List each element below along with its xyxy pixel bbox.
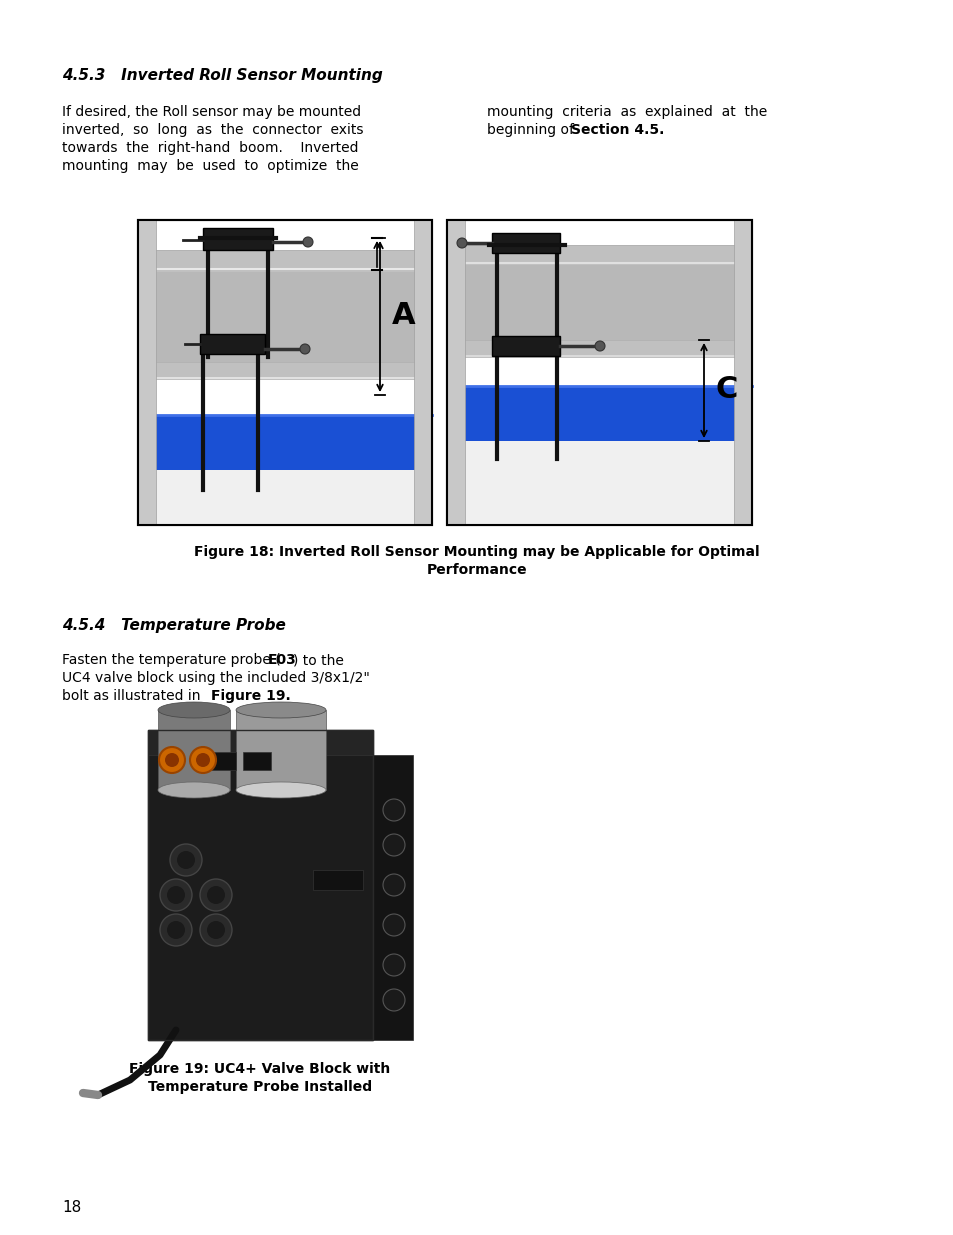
Bar [148, 730, 373, 1040]
Text: C: C [716, 375, 738, 405]
Circle shape [456, 238, 467, 248]
Text: A: A [392, 301, 416, 331]
Circle shape [382, 874, 405, 897]
Bar [148, 730, 373, 1040]
Circle shape [159, 747, 185, 773]
Bar [138, 380, 432, 415]
Bar [414, 220, 432, 525]
Circle shape [299, 345, 310, 354]
Circle shape [195, 753, 210, 767]
Bar [447, 220, 464, 525]
Bar [313, 869, 363, 890]
Ellipse shape [235, 782, 326, 798]
Text: Section 4.5.: Section 4.5. [571, 124, 663, 137]
Text: 4.5.4   Temperature Probe: 4.5.4 Temperature Probe [62, 618, 286, 634]
Circle shape [160, 914, 192, 946]
Circle shape [382, 989, 405, 1011]
Bar [138, 471, 432, 525]
Circle shape [382, 799, 405, 821]
Bar [243, 752, 271, 769]
Bar [373, 755, 413, 1040]
Circle shape [382, 914, 405, 936]
Text: Temperature Probe Installed: Temperature Probe Installed [148, 1079, 372, 1094]
Bar [138, 249, 432, 272]
Text: E03: E03 [268, 653, 296, 667]
Text: mounting  may  be  used  to  optimize  the: mounting may be used to optimize the [62, 159, 358, 173]
Bar [138, 220, 432, 525]
Text: beginning of: beginning of [486, 124, 578, 137]
Ellipse shape [158, 701, 230, 718]
Circle shape [303, 237, 313, 247]
Circle shape [170, 844, 202, 876]
Circle shape [595, 341, 604, 351]
Bar [447, 358, 751, 387]
Bar [447, 220, 751, 525]
Circle shape [165, 753, 179, 767]
Circle shape [200, 879, 232, 911]
Text: ) to the: ) to the [293, 653, 343, 667]
Bar [138, 220, 432, 525]
Bar [447, 387, 751, 441]
Bar [447, 220, 751, 525]
Text: 18: 18 [62, 1200, 81, 1215]
Bar [447, 441, 751, 525]
Ellipse shape [235, 701, 326, 718]
Circle shape [167, 885, 185, 904]
Circle shape [382, 953, 405, 976]
Bar [208, 752, 235, 769]
Text: mounting  criteria  as  explained  at  the: mounting criteria as explained at the [486, 105, 766, 119]
Ellipse shape [158, 782, 230, 798]
Circle shape [207, 885, 225, 904]
Text: towards  the  right-hand  boom.    Inverted: towards the right-hand boom. Inverted [62, 141, 358, 156]
Bar [447, 340, 751, 358]
Circle shape [207, 921, 225, 939]
Text: inverted,  so  long  as  the  connector  exits: inverted, so long as the connector exits [62, 124, 363, 137]
Text: Figure 19: UC4+ Valve Block with: Figure 19: UC4+ Valve Block with [130, 1062, 390, 1076]
Circle shape [160, 879, 192, 911]
Bar [492, 233, 559, 253]
Bar [158, 710, 230, 790]
Bar [148, 730, 373, 755]
Bar [235, 710, 326, 790]
Text: Performance: Performance [426, 563, 527, 577]
Text: UC4 valve block using the included 3/8x1/2": UC4 valve block using the included 3/8x1… [62, 671, 370, 685]
Bar [492, 336, 559, 356]
Bar [200, 333, 265, 354]
Circle shape [200, 914, 232, 946]
Text: If desired, the Roll sensor may be mounted: If desired, the Roll sensor may be mount… [62, 105, 361, 119]
Bar [138, 220, 156, 525]
Text: Figure 18: Inverted Roll Sensor Mounting may be Applicable for Optimal: Figure 18: Inverted Roll Sensor Mounting… [194, 545, 759, 559]
Circle shape [382, 834, 405, 856]
Bar [138, 272, 432, 362]
Text: Fasten the temperature probe (: Fasten the temperature probe ( [62, 653, 280, 667]
Text: Figure 19.: Figure 19. [211, 689, 291, 703]
Bar [447, 266, 751, 340]
Circle shape [167, 921, 185, 939]
Bar [733, 220, 751, 525]
Bar [447, 245, 751, 266]
Bar [138, 415, 432, 471]
Text: bolt as illustrated in: bolt as illustrated in [62, 689, 205, 703]
Circle shape [177, 851, 194, 869]
Circle shape [190, 747, 215, 773]
Text: 4.5.3   Inverted Roll Sensor Mounting: 4.5.3 Inverted Roll Sensor Mounting [62, 68, 382, 83]
Bar [203, 228, 273, 249]
Bar [138, 362, 432, 380]
